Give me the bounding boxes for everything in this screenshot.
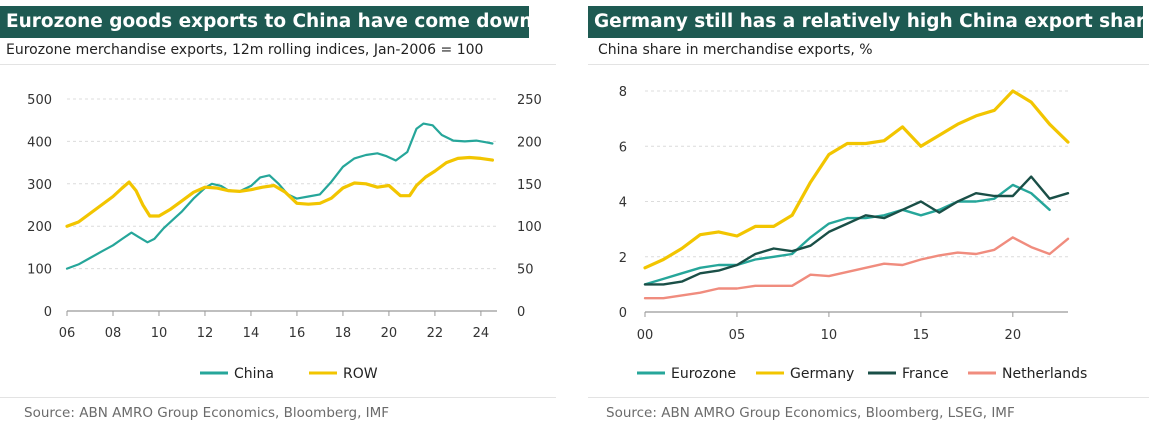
x-tick-label: 16	[289, 326, 306, 341]
chart-area: 0 100 200 300 400 500 0 50 100 150 200 250 06 08 10 12 1…	[0, 64, 556, 398]
y-tick-label-left: 300	[27, 178, 52, 193]
legend-label-germany: Germany	[790, 366, 854, 382]
x-tick-label: 10	[821, 328, 838, 343]
x-tick-label: 00	[637, 328, 654, 343]
y-tick-label-left: 0	[44, 305, 52, 320]
y-tick-label-right: 150	[517, 178, 542, 193]
y-tick-label: 2	[619, 251, 627, 266]
y-tick-label-left: 200	[27, 220, 52, 235]
chart-title: Eurozone goods exports to China have com…	[0, 6, 529, 38]
x-tick-label: 15	[913, 328, 930, 343]
x-tick-label: 05	[729, 328, 746, 343]
series-line-china	[65, 122, 494, 270]
y-tick-label-right: 100	[517, 220, 542, 235]
legend-label-eurozone: Eurozone	[671, 366, 736, 382]
source-note: Source: ABN AMRO Group Economics, Bloomb…	[606, 405, 1015, 421]
y-tick-label-right: 50	[517, 263, 534, 278]
chart-area: 0 2 4 6 8 00 05 10 15 20 Eurozone Germany France Neth…	[588, 64, 1149, 398]
x-tick-label: 18	[335, 326, 352, 341]
legend-label-france: France	[902, 366, 949, 382]
chart-subtitle: Eurozone merchandise exports, 12m rollin…	[6, 42, 484, 58]
x-tick-label: 06	[59, 326, 76, 341]
x-tick-label: 14	[243, 326, 260, 341]
x-tick-label: 24	[473, 326, 490, 341]
x-tick-label: 12	[197, 326, 214, 341]
y-tick-label: 0	[619, 306, 627, 321]
series-line-germany	[643, 89, 1070, 270]
y-tick-label: 4	[619, 196, 627, 211]
line-chart-china-share: 0 2 4 6 8 00 05 10 15 20 Eurozone Germany France Neth…	[619, 85, 1088, 382]
x-tick-label: 22	[427, 326, 444, 341]
y-tick-label: 8	[619, 85, 627, 100]
chart-subtitle: China share in merchandise exports, %	[598, 42, 873, 58]
chart-title: Germany still has a relatively high Chin…	[588, 6, 1143, 38]
series-line-france	[643, 175, 1070, 286]
chart-panel-right: Germany still has a relatively high Chin…	[588, 0, 1149, 400]
source-note: Source: ABN AMRO Group Economics, Bloomb…	[24, 405, 390, 421]
series-line-netherlands	[643, 236, 1070, 300]
legend-label-netherlands: Netherlands	[1002, 366, 1087, 382]
x-tick-label: 20	[381, 326, 398, 341]
legend-label-china: China	[234, 366, 274, 382]
x-tick-label: 10	[151, 326, 168, 341]
y-tick-label-left: 500	[27, 93, 52, 108]
y-tick-label-right: 0	[517, 305, 525, 320]
line-chart-exports: 0 100 200 300 400 500 0 50 100 150 200 250 06 08 10 12 1…	[27, 93, 542, 382]
y-tick-label-right: 250	[517, 93, 542, 108]
chart-panel-left: Eurozone goods exports to China have com…	[0, 0, 556, 400]
y-tick-label-right: 200	[517, 135, 542, 150]
x-tick-label: 20	[1005, 328, 1022, 343]
legend-label-row: ROW	[343, 366, 378, 382]
y-tick-label-left: 100	[27, 263, 52, 278]
series-line-row	[65, 155, 494, 228]
y-tick-label-left: 400	[27, 135, 52, 150]
y-tick-label: 6	[619, 140, 627, 155]
x-tick-label: 08	[105, 326, 122, 341]
series-line-eurozone	[643, 183, 1051, 286]
